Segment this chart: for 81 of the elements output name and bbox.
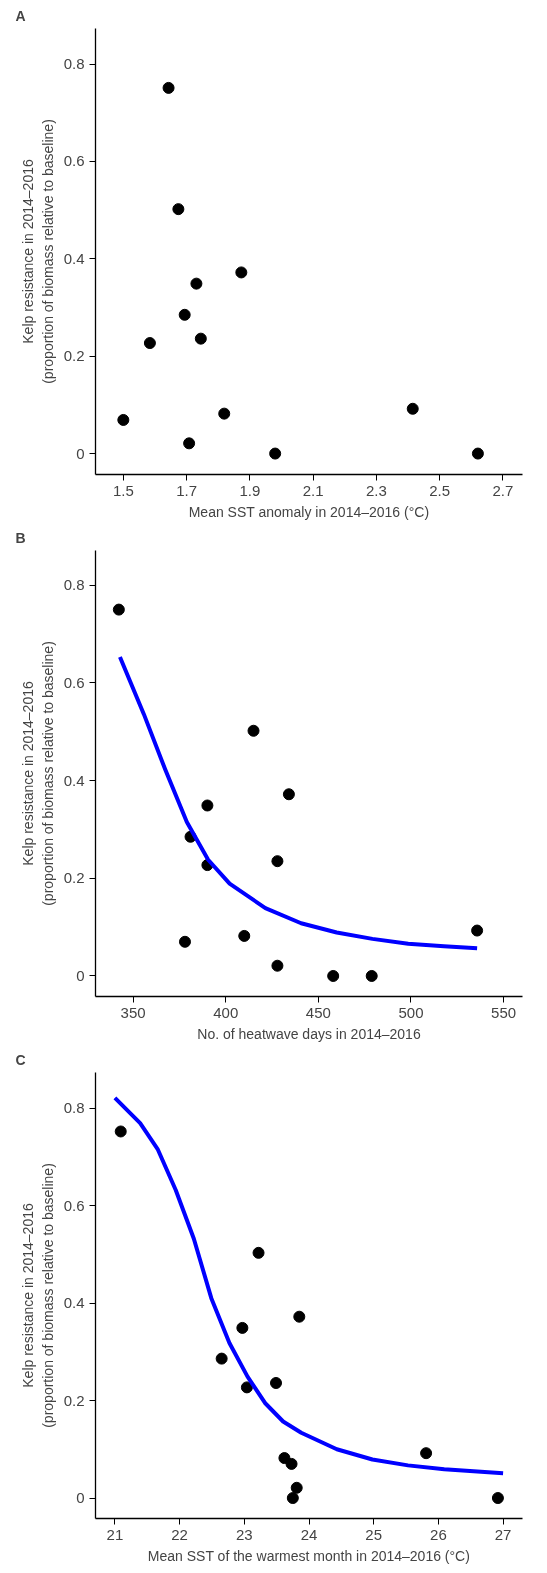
- x-tick-label: 22: [171, 1525, 188, 1543]
- chart-title: C: [15, 1051, 26, 1068]
- y-tick-label: 0.4: [63, 1294, 85, 1312]
- point: [201, 799, 214, 812]
- point: [117, 413, 130, 426]
- y-tick-label: 0: [76, 966, 85, 984]
- x-tick-label: 2.7: [492, 481, 514, 499]
- x-tick-label: 27: [494, 1525, 512, 1543]
- point: [183, 437, 196, 450]
- point: [286, 1492, 299, 1505]
- x-tick-label: 450: [305, 1003, 331, 1021]
- y-tick-label: 0.6: [63, 673, 85, 691]
- line-series: [112, 1095, 506, 1476]
- point: [238, 929, 251, 942]
- point: [143, 337, 156, 350]
- point: [215, 1352, 228, 1365]
- x-axis-title: Mean SST anomaly in 2014–2016 (°C): [188, 503, 430, 520]
- point: [406, 402, 419, 415]
- y-tick-label: 0.4: [63, 771, 85, 789]
- x-tick-label: 1.5: [112, 481, 134, 499]
- y-axis-title: Kelp resistance in 2014–2016 (proportion of biomass relative to baseline): [20, 641, 56, 906]
- chart-title: B: [15, 529, 26, 546]
- point: [327, 969, 340, 982]
- y-tick-label: 0.8: [63, 576, 85, 594]
- x-tick-label: 1.7: [176, 481, 198, 499]
- y-tick-label: 0.2: [63, 869, 85, 887]
- x-tick-label: 400: [213, 1003, 239, 1021]
- y-tick-label: 0: [76, 444, 85, 462]
- x-tick-label: 2.5: [429, 481, 451, 499]
- point: [194, 332, 207, 345]
- y-tick-label: 0.6: [63, 152, 85, 170]
- x-axis-title: No. of heatwave days in 2014–2016: [197, 1025, 421, 1042]
- y-tick-label: 0.2: [63, 347, 85, 365]
- point: [240, 1381, 253, 1394]
- point: [112, 603, 125, 616]
- point: [162, 81, 175, 94]
- point: [270, 1377, 282, 1389]
- point: [178, 308, 191, 321]
- point: [365, 969, 378, 982]
- point: [269, 447, 282, 460]
- x-tick-label: 25: [365, 1525, 383, 1543]
- x-tick-label: 26: [430, 1525, 447, 1543]
- point: [471, 447, 484, 460]
- y-tick-label: 0.6: [63, 1196, 85, 1214]
- point: [290, 1481, 303, 1494]
- point: [285, 1457, 298, 1470]
- point: [252, 1246, 265, 1259]
- point: [271, 959, 284, 972]
- y-tick-label: 0.2: [63, 1391, 85, 1409]
- point: [178, 935, 191, 948]
- y-tick-label: 0: [76, 1489, 85, 1507]
- chart-title: A: [15, 7, 26, 24]
- x-tick-label: 350: [120, 1003, 146, 1021]
- x-tick-label: 1.9: [239, 481, 261, 499]
- x-tick-label: 2.1: [302, 481, 324, 499]
- x-tick-label: 500: [398, 1003, 424, 1021]
- point: [114, 1125, 127, 1138]
- y-tick-label: 0.8: [63, 55, 85, 73]
- x-tick-label: 2.3: [365, 481, 387, 499]
- point: [271, 855, 284, 868]
- point: [282, 788, 295, 801]
- x-tick-label: 21: [106, 1525, 124, 1543]
- point: [172, 203, 185, 216]
- x-axis-title: Mean SST of the warmest month in 2014–2016 (°C): [147, 1547, 470, 1564]
- point: [293, 1310, 306, 1323]
- point: [235, 266, 248, 279]
- line-series: [117, 654, 480, 951]
- x-tick-label: 23: [235, 1525, 253, 1543]
- point: [236, 1321, 249, 1334]
- point: [420, 1447, 433, 1460]
- y-tick-label: 0.8: [63, 1099, 85, 1117]
- point: [471, 924, 484, 937]
- point: [491, 1492, 504, 1505]
- x-tick-label: 550: [491, 1003, 517, 1021]
- y-axis-title: Kelp resistance in 2014–2016 (proportion of biomass relative to baseline): [20, 119, 56, 384]
- point: [218, 407, 231, 420]
- point: [247, 724, 260, 737]
- point: [190, 277, 203, 290]
- x-tick-label: 24: [300, 1525, 318, 1543]
- y-axis-title: Kelp resistance in 2014–2016 (proportion of biomass relative to baseline): [20, 1163, 56, 1428]
- y-tick-label: 0.4: [63, 249, 85, 267]
